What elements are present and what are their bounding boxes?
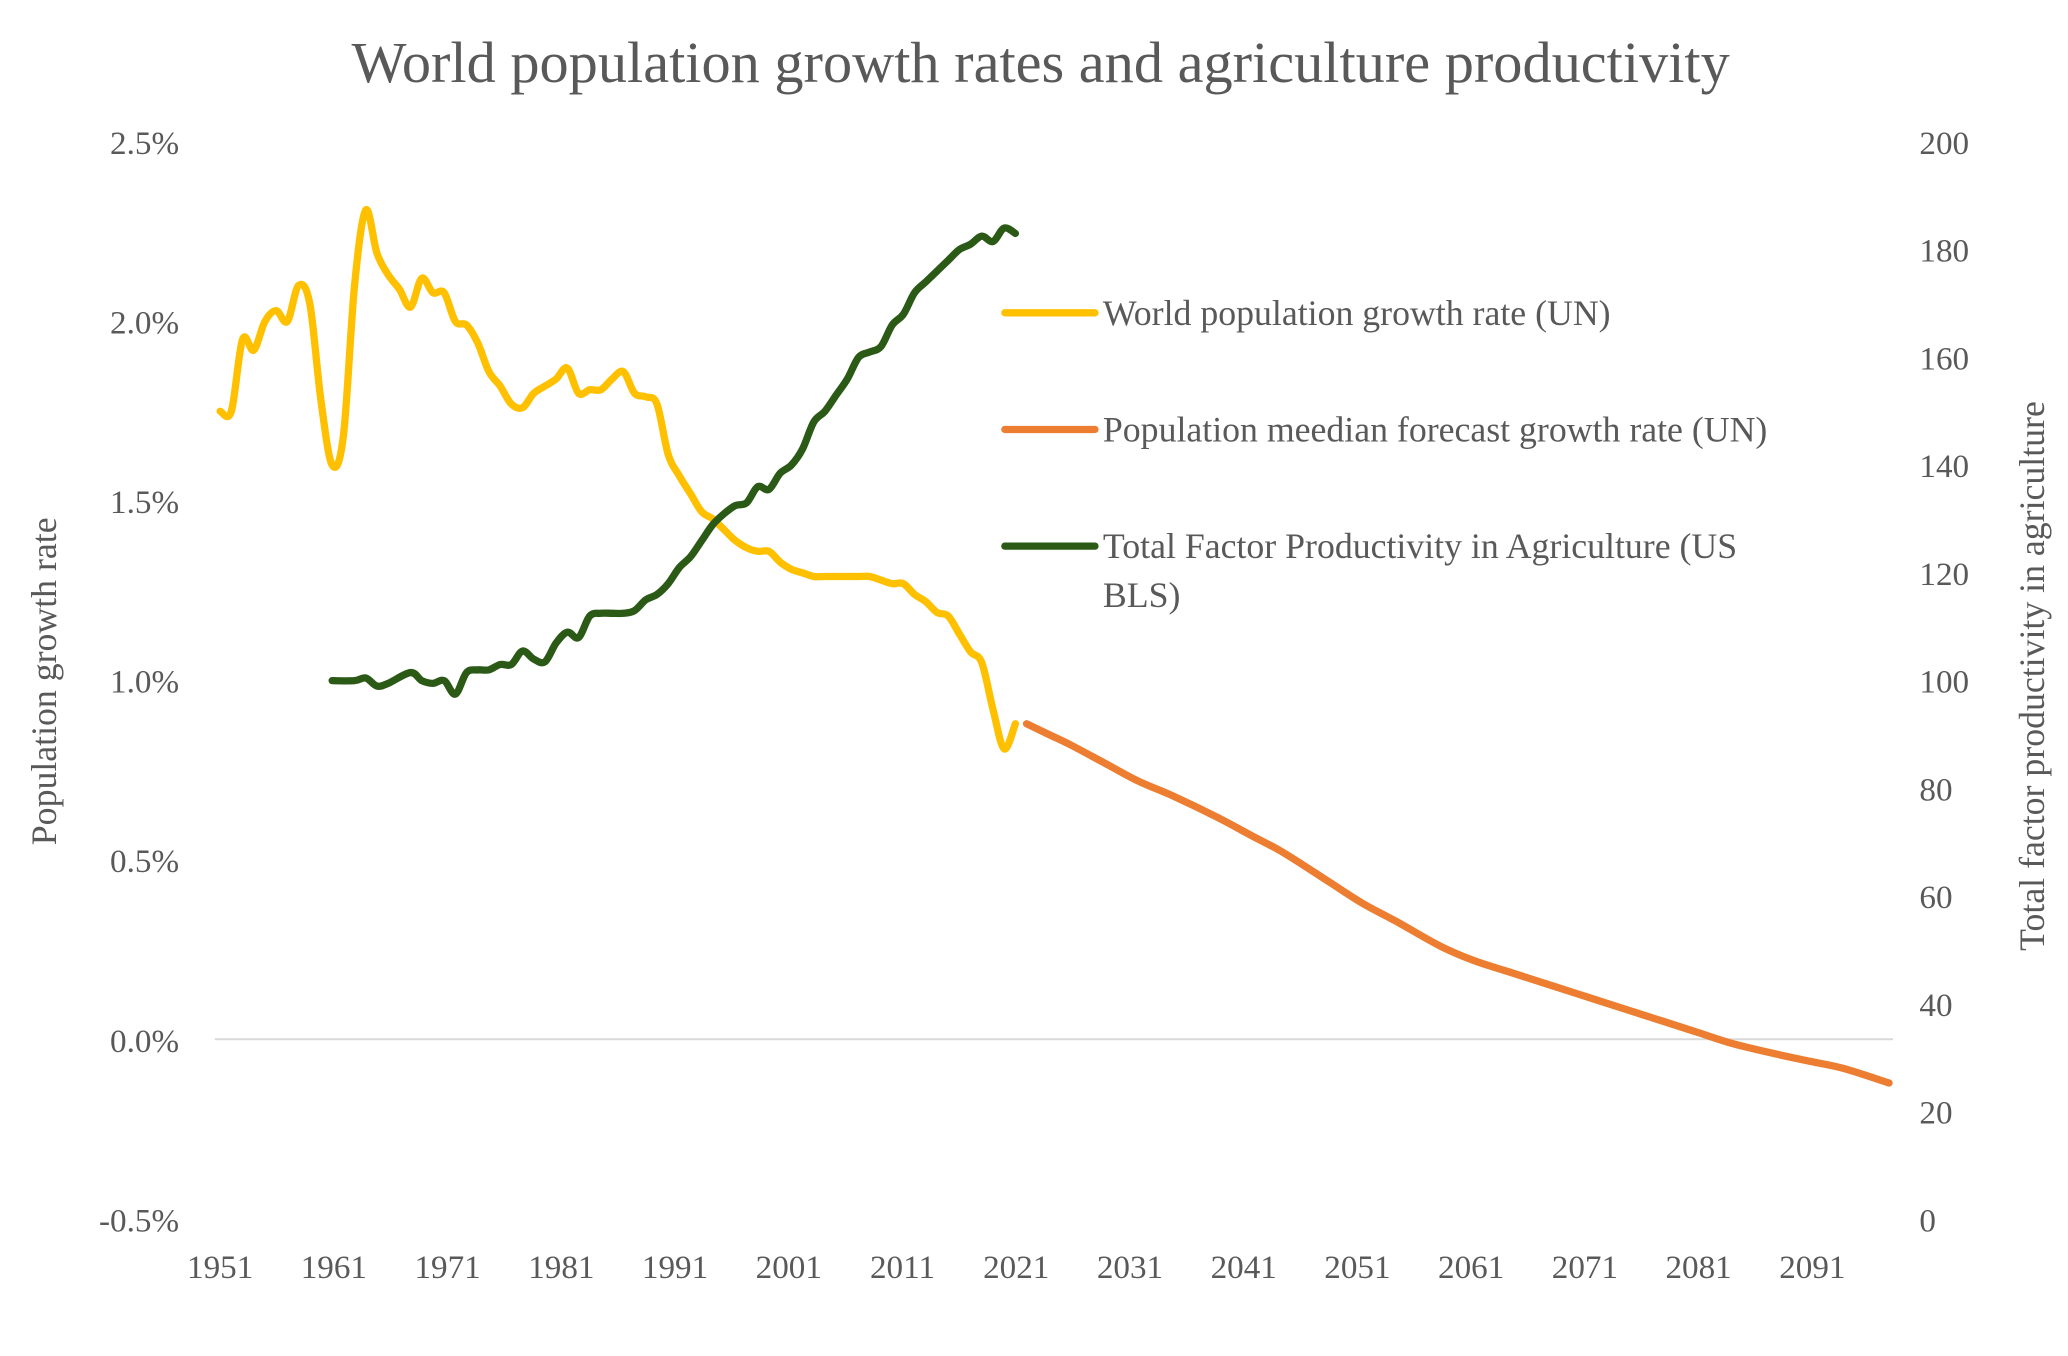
x-tick-label: 1961 [301,1249,367,1286]
y-tick-label: 2.0% [110,304,179,341]
y2-tick-label: 0 [1919,1202,1936,1239]
y2-tick-label: 200 [1919,125,1969,162]
y2-tick-label: 100 [1919,664,1969,701]
x-tick-label: 1951 [187,1249,253,1286]
y2-tick-label: 160 [1919,340,1969,377]
y-tick-label: 0.0% [110,1023,179,1060]
x-tick-label: 2001 [756,1249,822,1286]
x-tick-label: 1991 [642,1249,708,1286]
y-axis-label: Population growth rate [24,517,64,845]
y2-axis-label: Total factor productivity in agriculture [2012,401,2052,951]
x-tick-label: 2021 [983,1249,1049,1286]
y2-tick-label: 40 [1919,987,1952,1024]
x-tick-label: 2091 [1779,1249,1845,1286]
x-tick-label: 2061 [1438,1249,1504,1286]
x-tick-label: 2031 [1097,1249,1163,1286]
chart-title: World population growth rates and agricu… [351,30,1729,95]
x-tick-label: 2051 [1324,1249,1390,1286]
x-tick-label: 1981 [528,1249,594,1286]
y2-tick-label: 80 [1919,771,1952,808]
y2-tick-label: 180 [1919,233,1969,270]
legend-label: World population growth rate (UN) [1103,293,1611,333]
y-tick-label: 1.5% [110,484,179,521]
legend-label: Population meedian forecast growth rate … [1103,409,1767,449]
x-tick-label: 2011 [870,1249,935,1286]
x-tick-label: 2041 [1211,1249,1277,1286]
y2-tick-label: 120 [1919,556,1969,593]
y-tick-label: 0.5% [110,843,179,880]
y-tick-label: -0.5% [99,1202,179,1239]
y-tick-label: 2.5% [110,125,179,162]
y-tick-label: 1.0% [110,664,179,701]
series-line-3 [328,224,1020,698]
y2-tick-label: 20 [1919,1095,1952,1132]
legend-label: Total Factor Productivity in Agriculture… [1103,526,1737,615]
x-tick-label: 2081 [1665,1249,1731,1286]
series-line-1 [216,206,1020,753]
y2-tick-label: 60 [1919,879,1952,916]
series-line-2 [1022,720,1893,1087]
y2-tick-label: 140 [1919,448,1969,485]
x-tick-label: 2071 [1552,1249,1618,1286]
x-tick-label: 1971 [414,1249,480,1286]
